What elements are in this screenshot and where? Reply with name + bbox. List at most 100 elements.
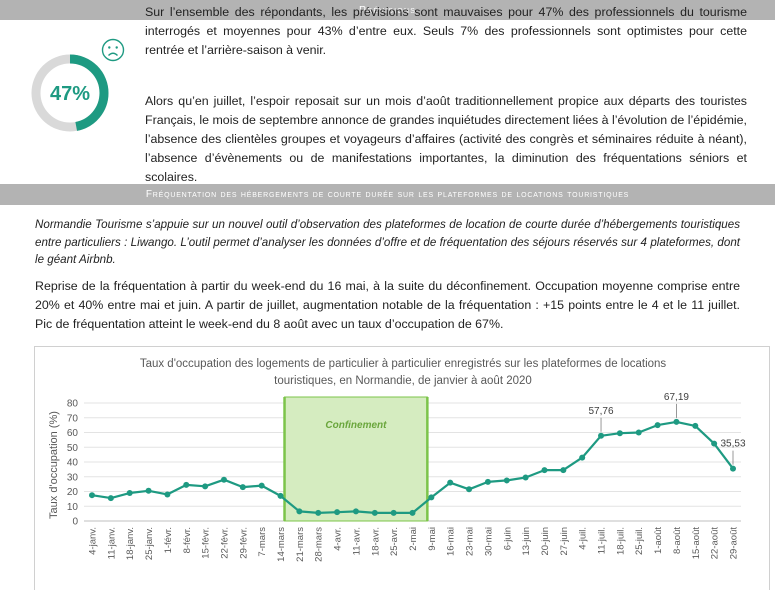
data-point xyxy=(409,509,416,516)
x-tick-label: 15-févr. xyxy=(201,527,212,559)
y-tick-label: 80 xyxy=(67,399,79,410)
data-point xyxy=(428,494,435,501)
x-tick-label: 11-janv. xyxy=(106,527,117,559)
data-point xyxy=(183,481,190,488)
x-tick-label: 22-févr. xyxy=(219,527,230,559)
x-tick-label: 8-févr. xyxy=(182,527,193,553)
data-label: 67,19 xyxy=(664,392,689,403)
data-point xyxy=(277,492,284,499)
data-point xyxy=(673,418,680,425)
kpi-donut-arc xyxy=(31,54,109,132)
x-tick-label: 18-avr. xyxy=(370,527,381,556)
y-tick-label: 10 xyxy=(67,502,79,513)
confinement-band xyxy=(284,396,428,522)
x-tick-label: 18-janv. xyxy=(125,527,136,560)
x-tick-label: 18-juil. xyxy=(615,527,626,555)
kpi-donut-chart: 47% xyxy=(31,54,109,132)
data-point xyxy=(352,508,359,515)
frequentation-summary-paragraph: Reprise de la fréquentation à partir du … xyxy=(35,279,740,331)
chart-annotation-layer: Confinement xyxy=(283,396,429,522)
data-point xyxy=(145,487,152,494)
data-point xyxy=(560,467,567,474)
y-tick-label: 50 xyxy=(67,443,79,454)
x-tick-label: 2-mai xyxy=(408,527,419,551)
y-tick-label: 70 xyxy=(67,413,79,424)
x-tick-label: 14-mars xyxy=(276,527,287,562)
x-tick-label: 21-mars xyxy=(295,527,306,562)
x-tick-label: 15-août xyxy=(691,527,702,560)
data-point xyxy=(390,509,397,516)
data-point xyxy=(503,477,510,484)
x-tick-label: 29-août xyxy=(729,527,740,560)
sad-face-icon xyxy=(101,38,125,62)
data-point xyxy=(654,422,661,429)
x-tick-label: 13-juin xyxy=(521,527,532,556)
data-point xyxy=(107,495,114,502)
data-point xyxy=(616,430,623,437)
data-point xyxy=(730,465,736,472)
data-point xyxy=(598,432,605,439)
chart-series-layer xyxy=(89,418,736,516)
y-tick-label: 20 xyxy=(67,487,79,498)
chart-y-axis-label: Taux d'occupation (%) xyxy=(48,411,60,519)
data-point xyxy=(541,467,548,474)
data-label: 57,76 xyxy=(589,406,614,417)
y-tick-label: 30 xyxy=(67,472,79,483)
data-label: 35,53 xyxy=(720,439,745,450)
data-point xyxy=(296,508,303,515)
previsions-paragraph-1: Sur l’ensemble des répondants, les prévi… xyxy=(145,5,747,57)
x-tick-label: 23-mai xyxy=(465,527,476,556)
data-point xyxy=(202,483,209,490)
data-point xyxy=(371,509,378,516)
previsions-header-band: Prévisions xyxy=(0,0,775,20)
x-tick-label: 30-mai xyxy=(483,527,494,556)
chart-title-line-1: Taux d'occupation des logements de parti… xyxy=(140,358,667,370)
x-tick-label: 29-févr. xyxy=(238,527,249,559)
data-point xyxy=(164,491,171,498)
x-tick-label: 28-mars xyxy=(314,527,325,562)
chart-x-ticks: 4-janv. 11-janv. 18-janv. 25-janv. 1-févr. 8-… xyxy=(88,527,740,562)
data-point xyxy=(334,509,341,516)
data-point xyxy=(447,479,454,486)
data-point xyxy=(126,489,133,496)
x-tick-label: 4-janv. xyxy=(88,527,99,555)
previsions-header-title: Prévisions xyxy=(358,4,417,16)
x-tick-label: 11-juil. xyxy=(597,527,608,554)
x-tick-label: 4-avr. xyxy=(333,527,344,551)
x-tick-label: 1-août xyxy=(653,527,664,554)
y-tick-label: 0 xyxy=(72,517,78,528)
chart-title-line-2: touristiques, en Normandie, de janvier à… xyxy=(274,375,532,387)
data-point xyxy=(258,482,265,489)
x-tick-label: 8-août xyxy=(672,527,683,554)
data-point xyxy=(692,422,699,429)
data-point xyxy=(89,492,95,499)
x-tick-label: 16-mai xyxy=(446,527,457,556)
occupancy-chart-frame: Taux d'occupation des logements de parti… xyxy=(34,346,770,590)
data-point xyxy=(466,486,473,493)
x-tick-label: 22-août xyxy=(710,527,721,560)
frequentation-header-title: Fréquentation des hébergements de courte… xyxy=(145,189,630,200)
data-point xyxy=(315,509,322,516)
data-point xyxy=(239,484,246,491)
x-tick-label: 20-juin xyxy=(540,527,551,556)
confinement-label: Confinement xyxy=(325,420,387,431)
liwango-intro-paragraph: Normandie Tourisme s’appuie sur un nouve… xyxy=(35,218,740,266)
x-tick-label: 1-févr. xyxy=(163,527,174,553)
data-point xyxy=(579,454,586,461)
occupancy-line-chart: Taux d'occupation des logements de parti… xyxy=(48,358,746,562)
x-tick-label: 7-mars xyxy=(257,527,268,557)
data-point xyxy=(522,474,529,481)
y-tick-label: 60 xyxy=(67,428,79,439)
chart-y-ticks: 0 10 20 30 40 50 60 70 80 xyxy=(67,399,79,528)
x-tick-label: 25-avr. xyxy=(389,527,400,556)
data-point xyxy=(220,476,227,483)
x-tick-label: 4-juil. xyxy=(578,527,589,550)
chart-data-labels: 57,76 67,19 35,53 xyxy=(589,392,746,465)
x-tick-label: 27-juin xyxy=(559,527,570,556)
x-tick-label: 25-janv. xyxy=(144,527,155,560)
x-tick-label: 9-mai xyxy=(427,527,438,551)
data-point xyxy=(484,478,491,485)
x-tick-label: 6-juin xyxy=(502,527,513,550)
data-point xyxy=(711,440,718,447)
data-point xyxy=(635,429,642,436)
